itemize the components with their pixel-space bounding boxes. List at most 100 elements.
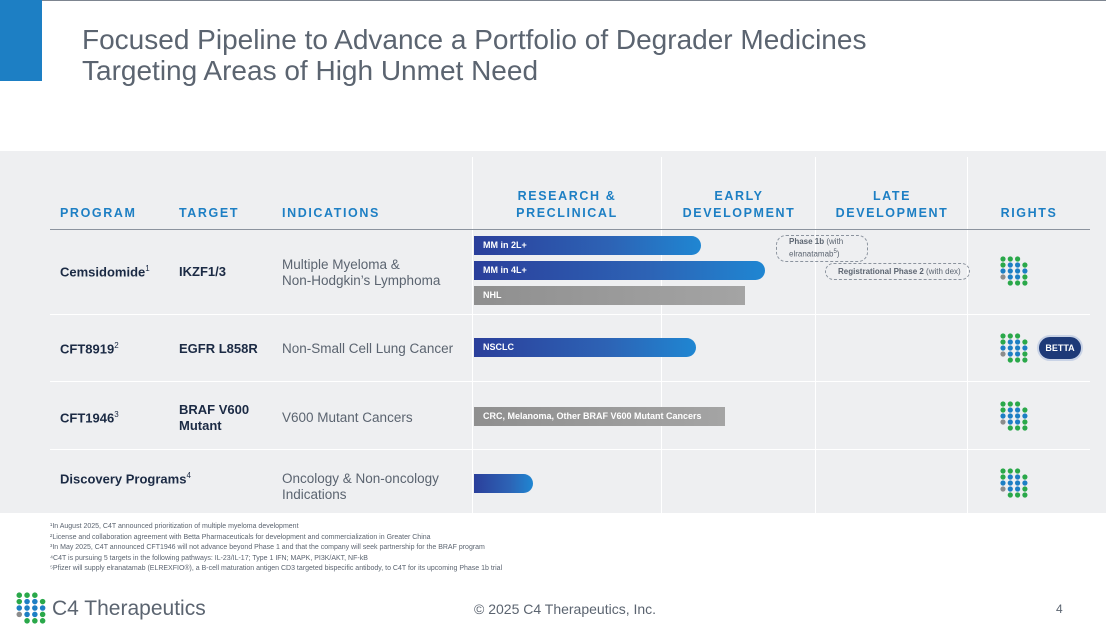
logo-dot	[1022, 357, 1028, 363]
logo-dot	[1000, 345, 1006, 351]
footnote-3: ³In May 2025, C4T announced CFT1946 will…	[50, 544, 485, 551]
footnote-2: ²License and collaboration agreement wit…	[50, 533, 431, 541]
logo-dot	[1022, 262, 1028, 268]
logo-dot	[1022, 492, 1028, 498]
logo-dot	[1022, 474, 1028, 480]
pipeline-bar-crc-melanoma: CRC, Melanoma, Other BRAF V600 Mutant Ca…	[474, 407, 725, 426]
logo-dot	[32, 618, 38, 624]
logo-dot	[1000, 339, 1006, 345]
logo-dot	[16, 598, 23, 605]
logo-dot	[1015, 407, 1021, 413]
header-late-development: LATE DEVELOPMENT	[835, 189, 949, 220]
logo-dot	[16, 605, 23, 611]
row-divider	[50, 381, 1090, 382]
logo-dot	[24, 598, 30, 605]
logo-dot	[1007, 345, 1013, 351]
logo-dot	[1015, 468, 1021, 474]
footnotes: ¹In August 2025, C4T announced prioritiz…	[50, 522, 502, 575]
page-title: Focused Pipeline to Advance a Portfolio …	[82, 24, 1062, 86]
title-line-1: Focused Pipeline to Advance a Portfolio …	[82, 24, 867, 55]
logo-dot	[1015, 351, 1021, 357]
logo-dot	[39, 611, 46, 618]
header-research-preclinical: RESEARCH & PRECLINICAL	[516, 189, 618, 220]
logo-dot	[1000, 480, 1006, 486]
logo-dot	[1000, 413, 1006, 419]
header-underline	[50, 229, 1090, 230]
pipeline-bar-nhl: NHL	[474, 286, 745, 305]
logo-dot	[1007, 333, 1013, 339]
logo-dot	[1022, 345, 1028, 351]
logo-dot	[1000, 419, 1006, 425]
logo-dot	[16, 592, 23, 598]
pipeline-bar-nsclc: NSCLC	[474, 338, 696, 357]
logo-dot	[1007, 262, 1013, 268]
logo-dot	[1007, 274, 1013, 280]
logo-dot	[24, 592, 30, 598]
logo-dot	[1022, 407, 1028, 413]
logo-dot	[1000, 401, 1006, 407]
logo-dot	[1007, 280, 1013, 286]
logo-dot	[1007, 474, 1013, 480]
c4-dots-icon	[1000, 333, 1028, 363]
indication-nsclc: Non-Small Cell Lung Cancer	[282, 341, 454, 356]
c4-dots-icon	[1000, 256, 1028, 286]
header-rights: RIGHTS	[1000, 206, 1058, 220]
logo-dot	[1007, 480, 1013, 486]
logo-dot	[1015, 480, 1021, 486]
logo-dot	[1015, 357, 1021, 363]
logo-dot	[1007, 357, 1013, 363]
header-early-development: EARLY DEVELOPMENT	[682, 189, 796, 220]
indication-mm-nhl: Multiple Myeloma & Non-Hodgkin’s Lymphoma	[282, 257, 441, 288]
indication-oncology: Oncology & Non-oncology Indications	[282, 471, 439, 502]
logo-dot	[1007, 407, 1013, 413]
logo-dot	[32, 605, 38, 611]
header-program: PROGRAM	[60, 206, 137, 220]
logo-dot	[1000, 486, 1006, 492]
header-indications: INDICATIONS	[282, 206, 380, 220]
callout-registrational-phase-2: Registrational Phase 2 (with dex)	[825, 263, 970, 280]
logo-dot	[1022, 351, 1028, 357]
c4-dots-icon	[1000, 401, 1028, 431]
column-divider	[472, 157, 473, 513]
logo-dot	[1015, 419, 1021, 425]
logo-dot	[1022, 339, 1028, 345]
logo-dot	[1015, 262, 1021, 268]
logo-dot	[39, 618, 46, 624]
logo-dot	[1007, 268, 1013, 274]
logo-dot	[1000, 407, 1006, 413]
logo-dot	[24, 618, 30, 624]
logo-dot	[1022, 419, 1028, 425]
logo-dot	[32, 598, 38, 605]
logo-dot	[1015, 256, 1021, 262]
footnote-4: ⁴C4T is pursuing 5 targets in the follow…	[50, 554, 368, 562]
logo-dot	[39, 605, 46, 611]
brand-name: C4 Therapeutics	[52, 597, 206, 620]
logo-dot	[24, 605, 30, 611]
logo-dot	[1022, 425, 1028, 431]
logo-dot	[1007, 413, 1013, 419]
logo-dot	[1015, 268, 1021, 274]
c4-logo-icon	[16, 592, 46, 624]
logo-dot	[32, 592, 38, 598]
title-line-2: Targeting Areas of High Unmet Need	[82, 55, 539, 86]
logo-dot	[1015, 413, 1021, 419]
logo-dot	[1000, 474, 1006, 480]
logo-dot	[1022, 280, 1028, 286]
row-divider	[50, 314, 1090, 315]
logo-dot	[1015, 474, 1021, 480]
logo-dot	[1000, 256, 1006, 262]
logo-dot	[1007, 419, 1013, 425]
logo-dot	[1000, 268, 1006, 274]
logo-dot	[32, 611, 38, 618]
logo-dot	[1000, 468, 1006, 474]
column-divider	[661, 157, 662, 513]
pipeline-bar-discovery	[474, 474, 533, 493]
row-divider	[50, 449, 1090, 450]
target-braf: BRAF V600 Mutant	[179, 402, 250, 433]
logo-dot	[1000, 333, 1006, 339]
target-ikzf: IKZF1/3	[179, 264, 226, 279]
footnote-1: ¹In August 2025, C4T announced prioritiz…	[50, 523, 299, 530]
logo-dot	[1007, 492, 1013, 498]
logo-dot	[39, 598, 46, 605]
footnote-5: ⁵Pfizer will supply elranatamab (ELREXFI…	[50, 565, 503, 572]
